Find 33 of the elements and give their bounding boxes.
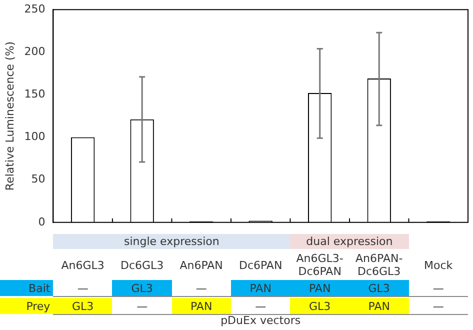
text: Prey bbox=[0, 298, 54, 314]
text: — bbox=[408, 298, 468, 314]
text: PAN bbox=[230, 280, 290, 296]
text: PAN bbox=[290, 280, 350, 296]
text: single expression bbox=[53, 234, 290, 249]
y-tick-label: 150 bbox=[24, 88, 46, 101]
text: — bbox=[408, 280, 468, 296]
x-tick-label: An6GL3-Dc6PAN bbox=[295, 251, 344, 279]
text: PAN bbox=[172, 298, 231, 314]
x-tick-label: Mock bbox=[423, 258, 454, 274]
text: Bait bbox=[0, 280, 54, 296]
x-axis-title: pDuEx vectors bbox=[220, 312, 302, 328]
text: — bbox=[112, 298, 172, 314]
y-tick-label: 200 bbox=[24, 45, 46, 58]
text: dual expression bbox=[290, 234, 409, 249]
text: GL3 bbox=[290, 298, 350, 314]
y-tick-label: 250 bbox=[24, 2, 46, 16]
y-axis-title: Relative Luminescence (%) bbox=[3, 41, 16, 191]
x-tick-label: Dc6GL3 bbox=[119, 258, 165, 274]
text: GL3 bbox=[53, 298, 112, 314]
x-tick-label: An6PAN bbox=[178, 258, 224, 274]
y-tick-label: 50 bbox=[31, 172, 46, 186]
text: — bbox=[230, 298, 290, 314]
y-tick-label: 100 bbox=[24, 130, 46, 144]
text: — bbox=[53, 280, 112, 296]
y-tick-label: 0 bbox=[38, 215, 46, 228]
x-tick-label: An6GL3 bbox=[60, 258, 106, 274]
text: — bbox=[172, 280, 231, 296]
x-tick-label: An6PAN-Dc6GL3 bbox=[354, 251, 404, 279]
text: PAN bbox=[349, 298, 409, 314]
x-tick-label: Dc6PAN bbox=[238, 258, 284, 274]
text: GL3 bbox=[349, 280, 409, 296]
text: GL3 bbox=[112, 280, 172, 296]
